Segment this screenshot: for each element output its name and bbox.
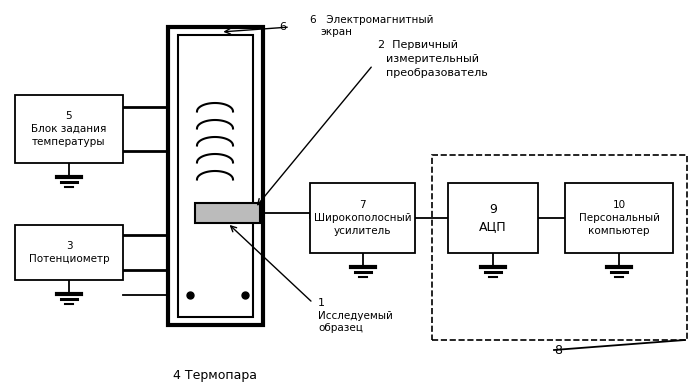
Bar — [195, 203, 260, 223]
Text: 2  Первичный: 2 Первичный — [378, 40, 458, 50]
Bar — [310, 183, 415, 253]
Bar — [178, 35, 253, 317]
Text: 8: 8 — [554, 344, 562, 356]
Text: 6: 6 — [280, 22, 287, 32]
Text: экран: экран — [320, 27, 352, 37]
Text: 7
Широкополосный
усилитель: 7 Широкополосный усилитель — [314, 200, 411, 236]
Text: преобразователь: преобразователь — [386, 68, 488, 78]
Bar — [15, 225, 123, 280]
Bar — [168, 27, 263, 325]
Text: 10
Персональный
компьютер: 10 Персональный компьютер — [579, 200, 659, 236]
Text: 9
АЦП: 9 АЦП — [480, 203, 507, 233]
Bar — [565, 183, 673, 253]
Text: образец: образец — [318, 323, 363, 333]
Text: 6   Электромагнитный: 6 Электромагнитный — [310, 15, 433, 25]
Text: 3
Потенциометр: 3 Потенциометр — [29, 241, 109, 264]
Text: Исследуемый: Исследуемый — [318, 311, 393, 321]
Bar — [432, 155, 687, 340]
Bar — [15, 95, 123, 163]
Bar — [448, 183, 538, 253]
Text: 4 Термопара: 4 Термопара — [173, 368, 257, 382]
Text: 1: 1 — [318, 298, 325, 308]
Text: 5
Блок задания
температуры: 5 Блок задания температуры — [31, 111, 107, 147]
Text: измерительный: измерительный — [386, 54, 479, 64]
